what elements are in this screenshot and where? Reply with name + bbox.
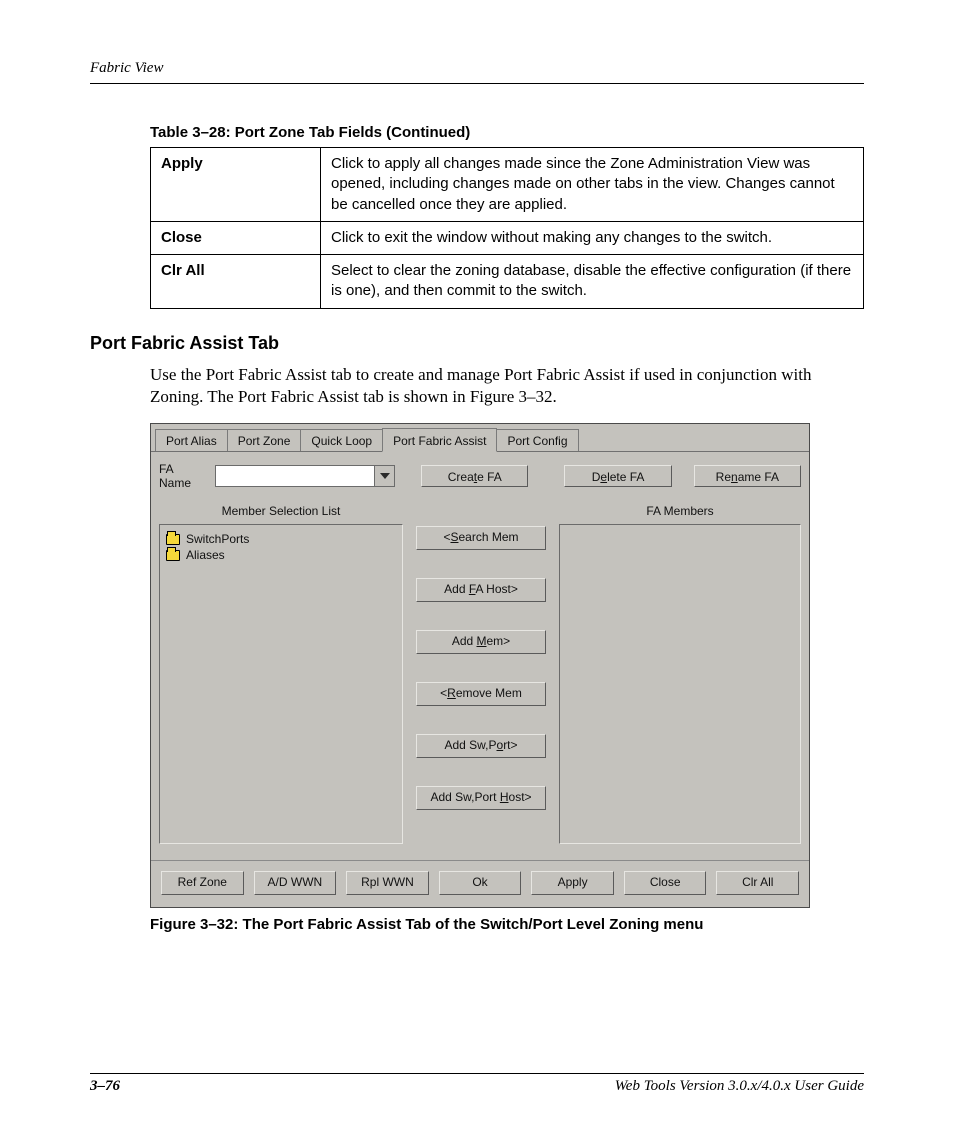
folder-icon	[166, 534, 180, 545]
table-row: Apply Click to apply all changes made si…	[151, 148, 864, 222]
apply-button[interactable]: Apply	[531, 871, 614, 895]
ok-button[interactable]: Ok	[439, 871, 522, 895]
figure-caption: Figure 3–32: The Port Fabric Assist Tab …	[150, 916, 864, 933]
tab-quick-loop[interactable]: Quick Loop	[300, 429, 383, 451]
chevron-down-icon[interactable]	[374, 466, 394, 486]
page-number: 3–76	[90, 1078, 120, 1095]
right-col-header: FA Members	[551, 500, 809, 524]
tab-port-zone[interactable]: Port Zone	[227, 429, 302, 451]
term-cell: Close	[151, 221, 321, 254]
fa-name-input[interactable]	[216, 466, 374, 486]
screenshot-panel: Port Alias Port Zone Quick Loop Port Fab…	[150, 423, 810, 908]
term-cell: Clr All	[151, 255, 321, 309]
search-mem-button[interactable]: <Search Mem	[416, 526, 546, 550]
fa-name-combobox[interactable]	[215, 465, 395, 487]
tree-item-aliases[interactable]: Aliases	[166, 547, 396, 563]
tree-label: Aliases	[186, 548, 225, 562]
section-paragraph: Use the Port Fabric Assist tab to create…	[150, 364, 864, 410]
desc-cell: Click to exit the window without making …	[321, 221, 864, 254]
tree-label: SwitchPorts	[186, 532, 249, 546]
page-footer: 3–76 Web Tools Version 3.0.x/4.0.x User …	[90, 1078, 864, 1095]
running-header: Fabric View	[90, 60, 864, 77]
add-mem-button[interactable]: Add Mem>	[416, 630, 546, 654]
main-columns: Member Selection List SwitchPorts Aliase…	[151, 500, 809, 860]
doc-title: Web Tools Version 3.0.x/4.0.x User Guide	[615, 1078, 864, 1095]
tree-item-switchports[interactable]: SwitchPorts	[166, 531, 396, 547]
add-fa-host-button[interactable]: Add FA Host>	[416, 578, 546, 602]
rename-fa-button[interactable]: Rename FA	[694, 465, 801, 487]
fa-name-label: FA Name	[159, 462, 207, 490]
term-cell: Apply	[151, 148, 321, 222]
desc-cell: Click to apply all changes made since th…	[321, 148, 864, 222]
left-column: Member Selection List SwitchPorts Aliase…	[151, 500, 411, 860]
tab-port-fabric-assist[interactable]: Port Fabric Assist	[382, 428, 497, 452]
middle-buttons: <Search Mem Add FA Host> Add Mem> <Remov…	[411, 500, 551, 860]
create-fa-button[interactable]: Create FA	[421, 465, 528, 487]
member-selection-list[interactable]: SwitchPorts Aliases	[159, 524, 403, 844]
fa-name-bar: FA Name Create FA Delete FA Rename FA	[151, 452, 809, 500]
add-sw-port-button[interactable]: Add Sw,Port>	[416, 734, 546, 758]
add-sw-port-host-button[interactable]: Add Sw,Port Host>	[416, 786, 546, 810]
fa-members-list[interactable]	[559, 524, 801, 844]
ad-wwn-button[interactable]: A/D WWN	[254, 871, 337, 895]
desc-cell: Select to clear the zoning database, dis…	[321, 255, 864, 309]
table-row: Clr All Select to clear the zoning datab…	[151, 255, 864, 309]
tab-port-alias[interactable]: Port Alias	[155, 429, 228, 451]
delete-fa-button[interactable]: Delete FA	[564, 465, 671, 487]
section-heading: Port Fabric Assist Tab	[90, 333, 864, 354]
tab-strip: Port Alias Port Zone Quick Loop Port Fab…	[151, 424, 809, 452]
tab-port-config[interactable]: Port Config	[496, 429, 578, 451]
table-caption: Table 3–28: Port Zone Tab Fields (Contin…	[150, 124, 864, 141]
ref-zone-button[interactable]: Ref Zone	[161, 871, 244, 895]
clr-all-button[interactable]: Clr All	[716, 871, 799, 895]
rpl-wwn-button[interactable]: Rpl WWN	[346, 871, 429, 895]
table-row: Close Click to exit the window without m…	[151, 221, 864, 254]
close-button[interactable]: Close	[624, 871, 707, 895]
bottom-button-bar: Ref Zone A/D WWN Rpl WWN Ok Apply Close …	[151, 860, 809, 907]
left-col-header: Member Selection List	[151, 500, 411, 524]
header-rule	[90, 83, 864, 84]
right-column: FA Members	[551, 500, 809, 860]
remove-mem-button[interactable]: <Remove Mem	[416, 682, 546, 706]
definitions-table: Apply Click to apply all changes made si…	[150, 147, 864, 309]
folder-icon	[166, 550, 180, 561]
footer-rule	[90, 1073, 864, 1074]
